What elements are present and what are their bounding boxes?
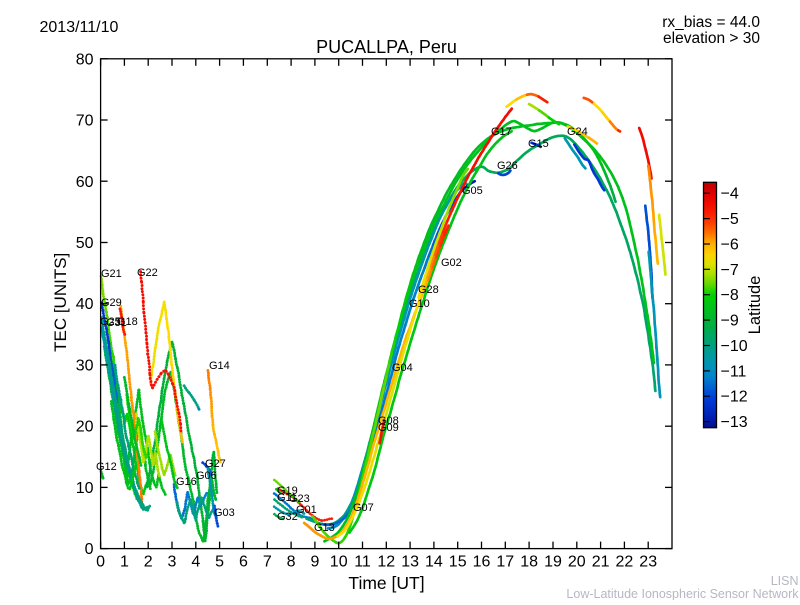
svg-text:G12: G12 — [96, 461, 117, 473]
svg-text:Low-Latitude Ionospheric Senso: Low-Latitude Ionospheric Sensor Network — [566, 587, 799, 600]
svg-text:Time [UT]: Time [UT] — [348, 573, 424, 593]
svg-text:G28: G28 — [418, 284, 439, 296]
svg-text:0: 0 — [85, 541, 94, 558]
svg-text:TEC [UNITS]: TEC [UNITS] — [51, 253, 70, 352]
svg-text:G17: G17 — [491, 126, 512, 138]
svg-text:−5: −5 — [721, 211, 739, 228]
svg-text:G32: G32 — [277, 511, 298, 523]
svg-text:2013/11/10: 2013/11/10 — [40, 19, 119, 36]
svg-text:0: 0 — [96, 554, 105, 571]
svg-text:G16: G16 — [176, 476, 197, 488]
svg-text:G06: G06 — [196, 470, 217, 482]
svg-text:3: 3 — [168, 554, 177, 571]
svg-text:−9: −9 — [721, 313, 739, 330]
svg-text:20: 20 — [76, 419, 94, 436]
svg-text:5: 5 — [215, 554, 224, 571]
svg-text:23: 23 — [639, 554, 657, 571]
svg-text:G19: G19 — [277, 485, 298, 497]
svg-text:−12: −12 — [721, 389, 748, 406]
svg-text:G05: G05 — [462, 185, 483, 197]
svg-text:Latitude: Latitude — [746, 276, 764, 335]
svg-text:LISN: LISN — [771, 574, 799, 588]
svg-text:G09: G09 — [378, 422, 399, 434]
svg-text:19: 19 — [544, 554, 562, 571]
svg-text:G07: G07 — [353, 502, 374, 514]
svg-text:G24: G24 — [567, 126, 588, 138]
svg-text:11: 11 — [354, 554, 371, 571]
svg-text:13: 13 — [401, 554, 419, 571]
svg-text:8: 8 — [287, 554, 296, 571]
svg-text:17: 17 — [496, 554, 514, 571]
svg-text:9: 9 — [310, 554, 319, 571]
svg-text:−13: −13 — [721, 414, 748, 431]
svg-text:G14: G14 — [209, 360, 230, 372]
svg-text:G22: G22 — [137, 267, 158, 279]
svg-text:G27: G27 — [205, 458, 226, 470]
svg-text:16: 16 — [473, 554, 491, 571]
svg-text:1: 1 — [120, 554, 129, 571]
svg-text:rx_bias = 44.0: rx_bias = 44.0 — [662, 14, 760, 31]
svg-text:2: 2 — [144, 554, 153, 571]
svg-text:7: 7 — [263, 554, 272, 571]
svg-text:10: 10 — [76, 480, 94, 497]
svg-text:G18: G18 — [117, 316, 138, 328]
svg-text:G08: G08 — [378, 415, 399, 427]
svg-text:G10: G10 — [409, 298, 430, 310]
svg-text:12: 12 — [377, 554, 395, 571]
svg-text:18: 18 — [520, 554, 538, 571]
svg-text:G02: G02 — [441, 257, 462, 269]
svg-text:60: 60 — [76, 174, 94, 191]
svg-text:−7: −7 — [721, 262, 739, 279]
svg-text:G31: G31 — [106, 317, 127, 329]
svg-text:80: 80 — [76, 51, 94, 68]
svg-text:G15: G15 — [528, 138, 549, 150]
svg-text:−8: −8 — [721, 287, 739, 304]
svg-text:22: 22 — [616, 554, 634, 571]
svg-text:−10: −10 — [721, 338, 748, 355]
svg-text:10: 10 — [330, 554, 348, 571]
svg-text:−6: −6 — [721, 237, 739, 254]
svg-text:4: 4 — [191, 554, 200, 571]
svg-text:G29: G29 — [101, 297, 122, 309]
svg-text:G25: G25 — [100, 316, 121, 328]
svg-text:50: 50 — [76, 235, 94, 252]
svg-text:G26: G26 — [497, 160, 518, 172]
svg-text:G04: G04 — [392, 362, 413, 374]
svg-text:G01: G01 — [296, 504, 317, 516]
svg-text:G13: G13 — [314, 522, 335, 534]
svg-text:40: 40 — [76, 296, 94, 313]
svg-text:PUCALLPA, Peru: PUCALLPA, Peru — [316, 37, 457, 57]
svg-text:6: 6 — [239, 554, 248, 571]
svg-text:21: 21 — [592, 554, 610, 571]
svg-text:elevation > 30: elevation > 30 — [663, 30, 760, 47]
svg-text:G11: G11 — [277, 492, 297, 504]
svg-text:15: 15 — [449, 554, 467, 571]
svg-text:70: 70 — [76, 113, 94, 130]
svg-text:14: 14 — [425, 554, 443, 571]
svg-text:−4: −4 — [721, 186, 739, 203]
svg-text:G03: G03 — [214, 507, 235, 519]
svg-text:20: 20 — [568, 554, 586, 571]
svg-text:G21: G21 — [101, 268, 122, 280]
svg-text:G23: G23 — [289, 493, 310, 505]
svg-text:−11: −11 — [721, 363, 747, 380]
svg-text:30: 30 — [76, 357, 94, 374]
